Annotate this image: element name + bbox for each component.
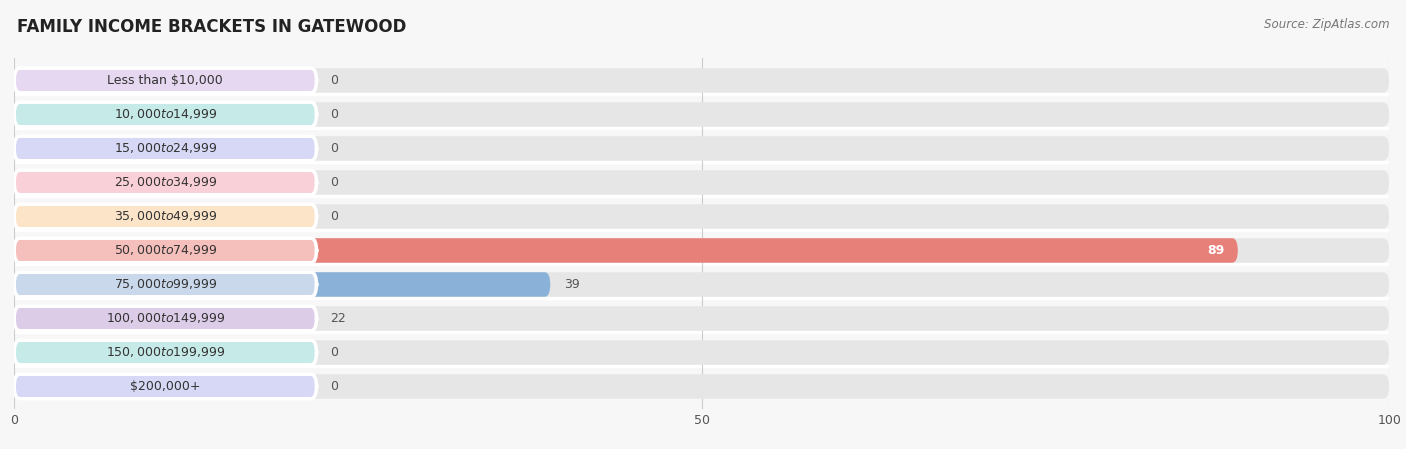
Text: $35,000 to $49,999: $35,000 to $49,999	[114, 210, 217, 224]
FancyBboxPatch shape	[14, 102, 1389, 127]
FancyBboxPatch shape	[14, 374, 316, 399]
FancyBboxPatch shape	[14, 238, 1237, 263]
Text: 0: 0	[330, 346, 339, 359]
Text: 0: 0	[330, 176, 339, 189]
Text: 89: 89	[1206, 244, 1225, 257]
Text: 22: 22	[330, 312, 346, 325]
FancyBboxPatch shape	[14, 136, 316, 161]
Text: $100,000 to $149,999: $100,000 to $149,999	[105, 312, 225, 326]
Text: $150,000 to $199,999: $150,000 to $199,999	[105, 345, 225, 360]
Text: 39: 39	[564, 278, 579, 291]
FancyBboxPatch shape	[14, 238, 316, 263]
Text: 0: 0	[330, 74, 339, 87]
Text: $50,000 to $74,999: $50,000 to $74,999	[114, 243, 217, 257]
FancyBboxPatch shape	[14, 306, 1389, 331]
FancyBboxPatch shape	[14, 272, 316, 297]
Text: $10,000 to $14,999: $10,000 to $14,999	[114, 107, 217, 122]
Text: 0: 0	[330, 380, 339, 393]
FancyBboxPatch shape	[14, 272, 550, 297]
FancyBboxPatch shape	[14, 68, 1389, 92]
Text: Less than $10,000: Less than $10,000	[107, 74, 224, 87]
Text: $25,000 to $34,999: $25,000 to $34,999	[114, 176, 217, 189]
FancyBboxPatch shape	[14, 102, 316, 127]
FancyBboxPatch shape	[14, 170, 316, 195]
FancyBboxPatch shape	[14, 68, 316, 92]
FancyBboxPatch shape	[14, 374, 1389, 399]
Text: Source: ZipAtlas.com: Source: ZipAtlas.com	[1264, 18, 1389, 31]
FancyBboxPatch shape	[14, 204, 1389, 229]
FancyBboxPatch shape	[14, 340, 316, 365]
Text: FAMILY INCOME BRACKETS IN GATEWOOD: FAMILY INCOME BRACKETS IN GATEWOOD	[17, 18, 406, 36]
FancyBboxPatch shape	[14, 272, 1389, 297]
Text: 0: 0	[330, 108, 339, 121]
FancyBboxPatch shape	[14, 340, 1389, 365]
Text: 0: 0	[330, 142, 339, 155]
Text: $200,000+: $200,000+	[131, 380, 201, 393]
Text: 0: 0	[330, 210, 339, 223]
FancyBboxPatch shape	[14, 170, 1389, 195]
Text: $15,000 to $24,999: $15,000 to $24,999	[114, 141, 217, 155]
FancyBboxPatch shape	[14, 306, 316, 331]
Text: $75,000 to $99,999: $75,000 to $99,999	[114, 277, 217, 291]
FancyBboxPatch shape	[14, 136, 1389, 161]
FancyBboxPatch shape	[14, 238, 1389, 263]
FancyBboxPatch shape	[14, 204, 316, 229]
FancyBboxPatch shape	[14, 306, 316, 331]
